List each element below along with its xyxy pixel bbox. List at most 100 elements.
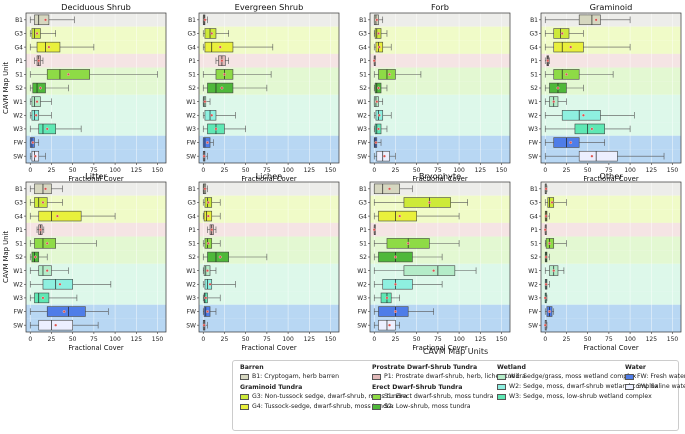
mean-marker (377, 32, 380, 35)
iqr-box (574, 123, 605, 135)
band-s2 (370, 81, 510, 95)
x-tick-label: 50 (242, 336, 250, 343)
x-tick-label: 125 (131, 336, 143, 343)
box-g3 (202, 28, 229, 39)
x-tick-label: 0 (372, 336, 376, 343)
box-g4 (373, 210, 460, 222)
iqr-box (373, 183, 400, 195)
band-b1 (541, 182, 681, 196)
mean-marker (560, 32, 564, 35)
box-fw (373, 306, 434, 317)
mean-marker (427, 201, 431, 204)
mean-marker (35, 32, 39, 35)
legend-label-w2: W2: Sedge, moss, dwarf-shrub wetland com… (509, 383, 659, 390)
box-w3 (373, 292, 400, 304)
x-tick-label: 100 (282, 336, 294, 343)
iqr-box (578, 14, 601, 26)
y-tick-label: W1 (528, 99, 538, 106)
panel-other: Other B1 G3 G4 P1 S1 S2 W1 W2 W3 FW SW 0 25 50 75 100 125… (528, 171, 682, 352)
y-tick-label: W3 (186, 126, 196, 133)
mean-marker (552, 100, 556, 104)
iqr-box (382, 279, 413, 290)
panel-title: Lichen (256, 171, 283, 181)
y-tick-label: S1 (188, 72, 196, 79)
box-g3 (373, 28, 388, 39)
x-tick-label: 150 (496, 167, 508, 174)
iqr-box (46, 306, 86, 317)
box-p1 (34, 55, 44, 66)
y-tick-label: P1 (360, 227, 368, 234)
mean-marker (406, 241, 410, 245)
y-tick-label: FW (529, 309, 538, 316)
y-tick-label: G3 (359, 200, 368, 207)
mean-marker (47, 45, 51, 49)
band-g3 (370, 26, 510, 41)
iqr-box (34, 14, 50, 26)
mean-marker (382, 154, 386, 158)
x-tick-label: 150 (152, 336, 164, 343)
x-tick-label: 50 (242, 167, 250, 174)
mean-marker (543, 296, 547, 300)
x-tick-label: 0 (372, 167, 376, 174)
y-tick-label: P1 (531, 227, 539, 234)
legend-swatch-s2 (372, 404, 381, 410)
box-p1 (36, 224, 45, 235)
box-p1 (544, 55, 550, 66)
y-tick-label: S1 (530, 241, 538, 248)
box-w2 (373, 279, 443, 290)
box-b1 (373, 183, 413, 195)
band-g3 (26, 26, 166, 41)
mean-marker (394, 255, 397, 259)
y-tick-label: B1 (15, 186, 23, 193)
y-tick-label: B1 (359, 17, 367, 24)
box-g4 (29, 210, 116, 222)
band-s1 (199, 236, 339, 251)
band-w2 (541, 277, 681, 292)
y-tick-label: W1 (186, 99, 196, 106)
box-g3 (202, 197, 221, 208)
box-sw (373, 319, 400, 331)
x-tick-label: 125 (131, 167, 143, 174)
band-w3 (370, 122, 510, 136)
y-tick-label: P1 (360, 58, 368, 65)
x-tick-label: 25 (48, 336, 56, 343)
iqr-box (561, 110, 601, 121)
mean-marker (543, 323, 547, 327)
legend-swatch-w3 (497, 394, 506, 400)
x-tick-label: 100 (624, 336, 636, 343)
mean-marker (214, 127, 218, 131)
legend-label-p1: P1: Prostrate dwarf-shrub, herb, lichen … (384, 373, 526, 380)
y-tick-label: W1 (13, 268, 23, 275)
x-axis-label: Fractional Cover (583, 344, 638, 352)
iqr-box (207, 251, 229, 263)
y-tick-label: G4 (15, 44, 24, 51)
mean-marker (548, 310, 551, 313)
x-tick-label: 100 (109, 336, 121, 343)
x-axis-label: Fractional Cover (583, 175, 638, 183)
mean-marker (202, 323, 206, 327)
y-tick-label: B1 (530, 17, 538, 24)
box-g3 (544, 28, 584, 39)
band-w1 (26, 94, 166, 109)
legend-heading-erect: Erect Dwarf-Shrub Tundra (372, 384, 463, 391)
mean-marker (62, 310, 66, 313)
x-tick-label: 50 (69, 336, 77, 343)
x-tick-label: 75 (605, 336, 613, 343)
y-tick-label: S1 (530, 72, 538, 79)
mean-marker (35, 100, 39, 104)
x-tick-label: 0 (28, 167, 32, 174)
legend-label-s1: S1: Erect dwarf-shrub, moss tundra (384, 393, 494, 400)
legend-swatch-s1 (372, 394, 381, 400)
panel-title: Forb (431, 2, 449, 12)
x-axis-label: Fractional Cover (241, 175, 296, 183)
mean-marker (55, 214, 59, 218)
y-tick-label: P1 (531, 58, 539, 65)
mean-marker (58, 282, 62, 286)
mean-marker (394, 282, 397, 286)
x-tick-label: 125 (646, 167, 658, 174)
y-tick-label: P1 (16, 227, 24, 234)
y-tick-label: SW (357, 153, 367, 160)
mean-marker (377, 127, 380, 131)
mean-marker (388, 72, 391, 76)
y-tick-label: G4 (188, 44, 197, 51)
